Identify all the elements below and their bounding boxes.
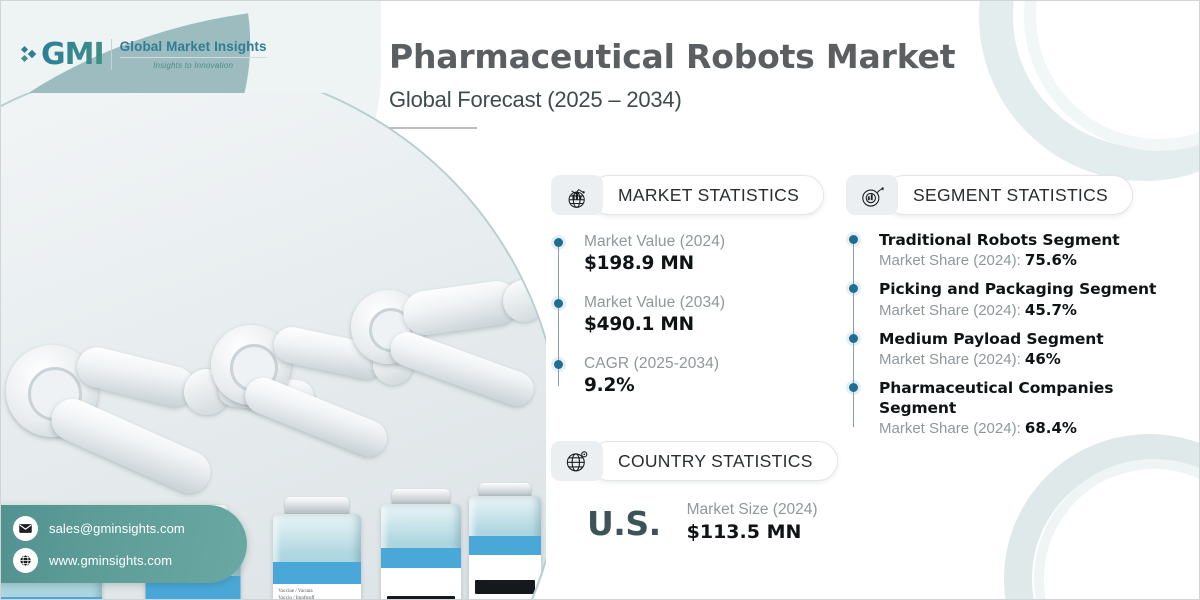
- country-stat-value: $113.5 MN: [686, 521, 802, 543]
- bullet-dot: [848, 333, 858, 343]
- contact-email-row[interactable]: sales@gminsights.com: [13, 515, 247, 541]
- vaccine-vial: [467, 483, 543, 599]
- market-stat-value: 9.2%: [584, 375, 635, 396]
- contact-website-row[interactable]: www.gminsights.com: [13, 547, 247, 573]
- market-stat-value: $490.1 MN: [584, 314, 694, 335]
- logo-tagline: Insights to Innovation: [119, 57, 267, 70]
- envelope-icon: [13, 515, 38, 541]
- contact-email: sales@gminsights.com: [49, 520, 185, 536]
- vaccine-vial: [379, 489, 463, 599]
- country-statistics-body: U.S. Market Size (2024) $113.5 MN: [551, 501, 838, 543]
- globe-icon: [13, 547, 38, 573]
- bullet-dot: [848, 235, 858, 244]
- market-stat-key: Market Value (2024): [584, 233, 726, 250]
- list-item: Picking and Packaging Segment Market Sha…: [848, 280, 1157, 319]
- market-stat-key: Market Value (2034): [584, 294, 726, 311]
- segment-share-value: 68.4%: [1024, 418, 1077, 437]
- market-statistics-list: Market Value (2024) $198.9 MN Market Val…: [551, 233, 824, 396]
- page-subtitle: Global Forecast (2025 – 2034): [389, 87, 682, 112]
- gmi-logo-mark: GMI: [21, 37, 105, 72]
- segment-name: Medium Payload Segment: [879, 329, 1104, 348]
- segment-share: Market Share (2024): 46%: [879, 350, 1156, 368]
- company-logo[interactable]: GMI Global Market Insights Insights to I…: [21, 37, 267, 72]
- country-value-block: Market Size (2024) $113.5 MN: [687, 501, 818, 543]
- globe-chart-icon: [551, 175, 603, 215]
- globe-pin-icon: [551, 441, 603, 481]
- list-item: CAGR (2025-2034) 9.2%: [553, 355, 824, 396]
- segment-share-label: Market Share (2024):: [879, 252, 1025, 270]
- timeline-connector: [558, 241, 560, 386]
- market-stat-value: $198.9 MN: [584, 253, 694, 274]
- bullet-dot: [553, 299, 563, 308]
- market-statistics-panel: MARKET STATISTICS Market Value (2024) $1…: [551, 175, 825, 396]
- page-title: Pharmaceutical Robots Market: [389, 37, 956, 76]
- segment-name: Pharmaceutical Companies Segment: [879, 379, 1114, 417]
- bottom-right-arc-inner: [1034, 459, 1199, 599]
- segment-share: Market Share (2024): 68.4%: [879, 419, 1156, 437]
- country-statistics-panel: COUNTRY STATISTICS U.S. Market Size (202…: [551, 441, 838, 543]
- segment-name: Traditional Robots Segment: [879, 231, 1120, 249]
- logo-text-block: Global Market Insights Insights to Innov…: [110, 39, 267, 70]
- list-item: Pharmaceutical Companies Segment Market …: [848, 379, 1156, 437]
- bullet-dot: [553, 360, 563, 369]
- timeline-connector: [853, 239, 855, 427]
- segment-share-label: Market Share (2024):: [879, 351, 1025, 369]
- segment-share-label: Market Share (2024):: [879, 419, 1025, 437]
- bullet-dot: [553, 238, 563, 247]
- segment-statistics-title: SEGMENT STATISTICS: [884, 175, 1134, 215]
- bottom-right-arc-outer: [1004, 434, 1199, 599]
- diamond-icon: [21, 45, 37, 62]
- segment-share: Market Share (2024): 75.6%: [879, 251, 1156, 269]
- contact-panel: sales@gminsights.com www.gminsights.com: [1, 505, 247, 583]
- list-item: Market Value (2034) $490.1 MN: [553, 294, 824, 335]
- list-item: Traditional Robots Segment Market Share …: [848, 231, 1156, 269]
- segment-statistics-panel: SEGMENT STATISTICS Traditional Robots Se…: [846, 175, 1156, 437]
- country-name: U.S.: [587, 504, 661, 543]
- segment-share-label: Market Share (2024):: [879, 301, 1025, 319]
- segment-share-value: 45.7%: [1024, 300, 1077, 319]
- bullet-dot: [848, 383, 858, 393]
- segment-share: Market Share (2024): 45.7%: [879, 301, 1156, 319]
- country-statistics-header: COUNTRY STATISTICS: [551, 441, 838, 481]
- segment-name: Picking and Packaging Segment: [879, 280, 1157, 299]
- top-right-arc-inner: [1024, 1, 1199, 151]
- segment-share-value: 75.6%: [1024, 251, 1077, 270]
- logo-company-name: Global Market Insights: [119, 39, 267, 54]
- top-right-arc-outer: [979, 1, 1199, 181]
- market-statistics-header: MARKET STATISTICS: [551, 175, 825, 215]
- segment-share-value: 46%: [1024, 350, 1061, 369]
- segment-statistics-list: Traditional Robots Segment Market Share …: [846, 231, 1156, 437]
- list-item: Market Value (2024) $198.9 MN: [553, 233, 824, 274]
- bullet-dot: [848, 284, 858, 294]
- country-stat-key: Market Size (2024): [686, 501, 818, 518]
- market-stat-key: CAGR (2025-2034): [584, 355, 720, 372]
- contact-website: www.gminsights.com: [49, 552, 173, 568]
- gmi-wordmark: GMI: [41, 37, 105, 72]
- segment-statistics-header: SEGMENT STATISTICS: [846, 175, 1156, 215]
- country-statistics-title: COUNTRY STATISTICS: [589, 441, 838, 481]
- headline-block: Pharmaceutical Robots Market Global Fore…: [389, 37, 956, 129]
- title-underline: [389, 127, 477, 129]
- market-statistics-title: MARKET STATISTICS: [589, 175, 825, 215]
- vial-label-text: Vaccine / Vacuna Vaccin / Impfstoff: [278, 589, 315, 600]
- list-item: Medium Payload Segment Market Share (202…: [848, 329, 1156, 368]
- target-chart-icon: [846, 175, 898, 215]
